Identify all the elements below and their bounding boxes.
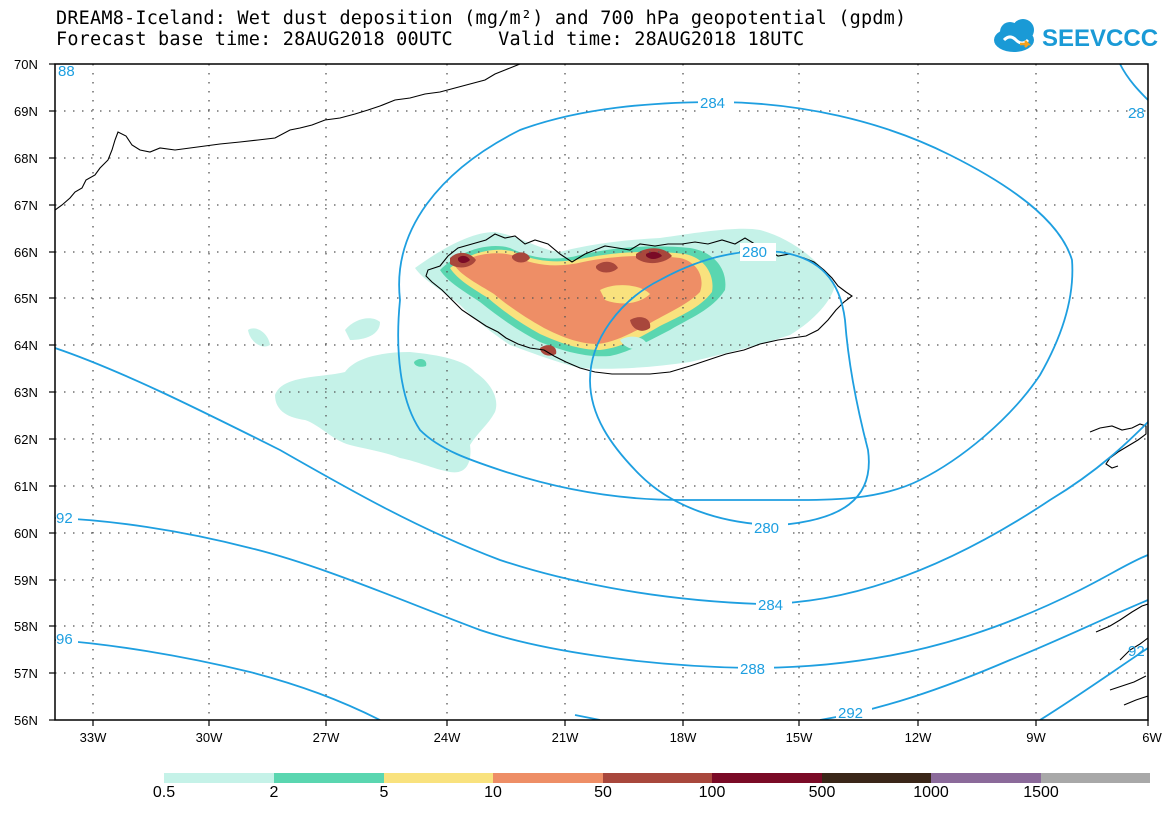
contour-west-lower bbox=[55, 639, 381, 720]
geopotential-contours bbox=[55, 64, 1148, 720]
dust-max-1-core bbox=[458, 255, 470, 263]
contour-label-280-north: 280 bbox=[742, 244, 767, 261]
logo-text: SEEVCCC bbox=[1042, 25, 1158, 52]
lat-label-65n: 65N bbox=[14, 291, 38, 306]
lat-label-67n: 67N bbox=[14, 198, 38, 213]
lat-label-70n: 70N bbox=[14, 57, 38, 72]
lon-label-30w: 30W bbox=[196, 730, 223, 745]
lat-label-63n: 63N bbox=[14, 385, 38, 400]
lon-label-18w: 18W bbox=[670, 730, 697, 745]
lon-label-15w: 15W bbox=[786, 730, 813, 745]
contour-label-284-north: 284 bbox=[700, 95, 725, 112]
dust-area-southwest bbox=[275, 352, 497, 473]
contour-southeast bbox=[1039, 647, 1148, 720]
colorbar-bin-5 bbox=[603, 773, 712, 783]
contour-label-96-west: 96 bbox=[56, 631, 73, 648]
coastlines bbox=[55, 64, 1148, 706]
dust-max-6 bbox=[540, 345, 557, 356]
contour-south bbox=[819, 599, 1148, 720]
lat-label-61n: 61N bbox=[14, 479, 38, 494]
dust-iceland-gap-1 bbox=[600, 285, 650, 304]
iceland-coast bbox=[425, 233, 853, 375]
colorbar-label-5: 5 bbox=[379, 784, 389, 801]
contour-ne-corner bbox=[1119, 64, 1148, 101]
latitude-labels: 70N 69N 68N 67N 66N 65N 64N 63N 62N 61N … bbox=[14, 57, 38, 728]
map-title: DREAM8-Iceland: Wet dust deposition (mg/… bbox=[56, 8, 907, 29]
colorbar-bin-7 bbox=[822, 773, 931, 783]
lon-label-27w: 27W bbox=[313, 730, 340, 745]
longitude-labels: 33W 30W 27W 24W 21W 18W 15W 12W 9W 6W bbox=[80, 730, 1163, 745]
colorbar-bin-8 bbox=[931, 773, 1041, 783]
contour-west-middle bbox=[55, 517, 1148, 669]
lon-label-24w: 24W bbox=[434, 730, 461, 745]
lon-label-33w: 33W bbox=[80, 730, 107, 745]
lon-label-12w: 12W bbox=[905, 730, 932, 745]
contour-labels: 284 280 280 284 288 292 92 96 88 28 92 bbox=[56, 63, 1145, 722]
colorbar-label-10: 10 bbox=[484, 784, 502, 801]
colorbar-label-1500: 1500 bbox=[1023, 784, 1059, 801]
contour-label-28-ne: 28 bbox=[1128, 105, 1145, 122]
map-subtitle-times: Forecast base time: 28AUG2018 00UTC Vali… bbox=[56, 29, 805, 50]
graticule bbox=[55, 64, 1148, 720]
colorbar bbox=[164, 773, 1150, 783]
scotland-coast bbox=[1095, 603, 1148, 706]
contour-label-92-se: 92 bbox=[1128, 643, 1145, 660]
dust-max-2 bbox=[512, 252, 530, 263]
contour-label-92-west: 92 bbox=[56, 510, 73, 527]
lat-label-60n: 60N bbox=[14, 526, 38, 541]
lat-label-66n: 66N bbox=[14, 245, 38, 260]
dust-iceland-gap-2 bbox=[620, 336, 648, 350]
lat-label-68n: 68N bbox=[14, 151, 38, 166]
map-frame bbox=[54, 63, 1149, 721]
contour-southeast-lower bbox=[574, 714, 601, 720]
colorbar-bin-3 bbox=[384, 773, 493, 783]
colorbar-bin-6 bbox=[712, 773, 822, 783]
contour-280 bbox=[589, 250, 870, 526]
lat-label-62n: 62N bbox=[14, 432, 38, 447]
dust-max-4-core bbox=[646, 251, 662, 259]
dust-max-5 bbox=[630, 317, 651, 331]
colorbar-bin-1 bbox=[164, 773, 274, 783]
contour-label-284-south: 284 bbox=[758, 597, 783, 614]
colorbar-bin-9 bbox=[1041, 773, 1150, 783]
colorbar-label-100: 100 bbox=[698, 784, 726, 801]
colorbar-bin-4 bbox=[493, 773, 603, 783]
contour-label-292: 292 bbox=[838, 705, 863, 722]
colorbar-label-1000: 1000 bbox=[913, 784, 949, 801]
colorbar-label-500: 500 bbox=[808, 784, 836, 801]
cloud-icon bbox=[994, 19, 1034, 52]
lat-label-64n: 64N bbox=[14, 338, 38, 353]
colorbar-bin-2 bbox=[274, 773, 384, 783]
contour-label-280-south: 280 bbox=[754, 520, 779, 537]
dust-spot-green bbox=[414, 359, 427, 367]
dust-area-small-west-2 bbox=[248, 328, 270, 347]
greenland-coast bbox=[55, 64, 521, 211]
lon-label-9w: 9W bbox=[1026, 730, 1046, 745]
contour-label-88-nw: 88 bbox=[58, 63, 75, 80]
lat-label-59n: 59N bbox=[14, 573, 38, 588]
colorbar-label-0-5: 0.5 bbox=[152, 784, 176, 801]
lon-label-21w: 21W bbox=[552, 730, 579, 745]
lat-label-56n: 56N bbox=[14, 713, 38, 728]
colorbar-label-2: 2 bbox=[269, 784, 279, 801]
colorbar-label-50: 50 bbox=[594, 784, 612, 801]
dust-deposition-field bbox=[248, 228, 835, 473]
lat-label-57n: 57N bbox=[14, 666, 38, 681]
contour-west-upper bbox=[55, 347, 1148, 605]
dust-area-small-west bbox=[345, 318, 380, 340]
lat-label-69n: 69N bbox=[14, 104, 38, 119]
lat-label-58n: 58N bbox=[14, 619, 38, 634]
contour-label-288: 288 bbox=[740, 661, 765, 678]
contour-284-north bbox=[397, 101, 1074, 501]
seevccc-logo: SEEVCCC bbox=[994, 19, 1158, 52]
axis-ticks bbox=[49, 63, 1149, 726]
lon-label-6w: 6W bbox=[1142, 730, 1162, 745]
faroe-islands-coast bbox=[1089, 423, 1147, 469]
dust-max-3 bbox=[596, 261, 618, 273]
